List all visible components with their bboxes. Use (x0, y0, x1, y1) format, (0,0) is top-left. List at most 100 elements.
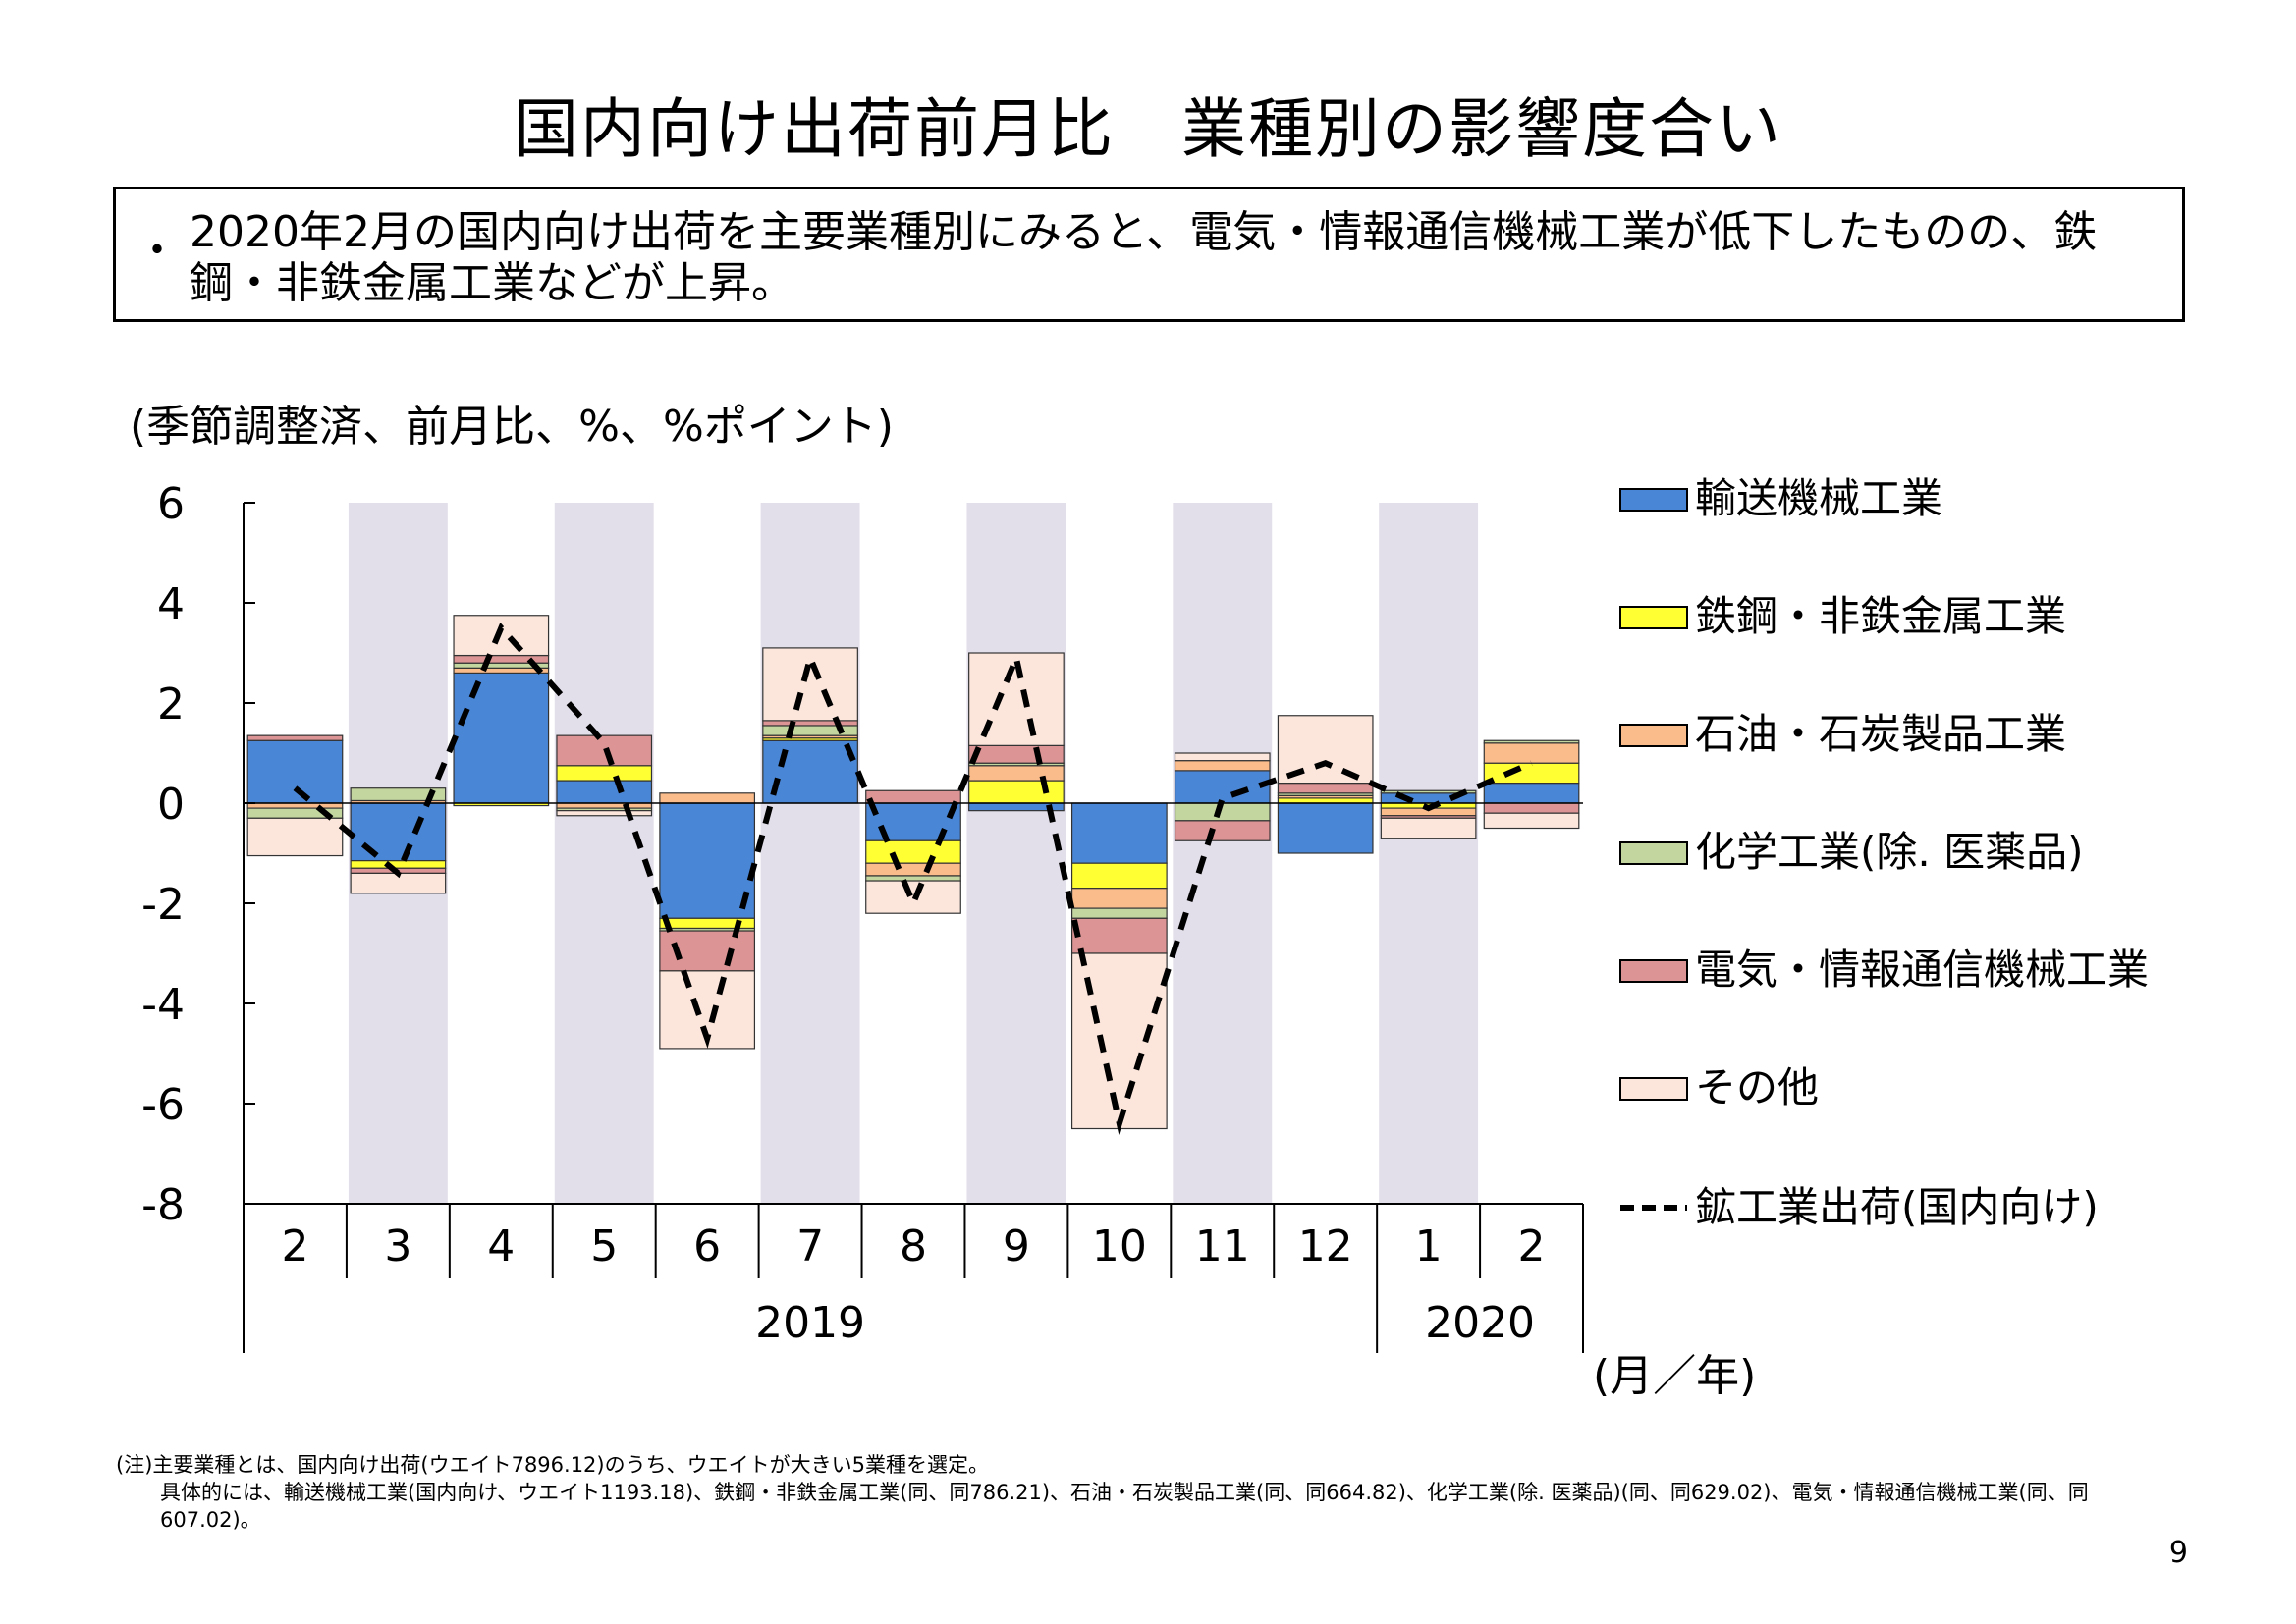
bar-segment-steel (1070, 862, 1168, 890)
legend-swatch-other (1619, 1077, 1688, 1101)
bar-segment-chemical (350, 787, 447, 802)
shade-column (966, 503, 1066, 1204)
bar-segment-other (1483, 812, 1580, 830)
x-tick-label: 6 (693, 1221, 721, 1272)
page-number: 9 (2168, 1536, 2188, 1570)
bar-segment-other (453, 615, 550, 657)
shade-column (1379, 503, 1479, 1204)
bar-segment-petroleum (968, 765, 1065, 782)
y-tick-label: -2 (141, 880, 185, 930)
bar-segment-petroleum (659, 792, 756, 804)
x-tick-label: 3 (384, 1221, 411, 1272)
bar-segment-transport (453, 672, 550, 804)
bar-segment-transport (865, 802, 961, 841)
bar-segment-other (246, 817, 344, 857)
x-tick-label: 2 (281, 1221, 308, 1272)
x-tick-label: 8 (900, 1221, 927, 1272)
bar-segment-transport (350, 802, 447, 862)
bar-segment-transport (246, 739, 344, 804)
bar-segment-steel (1483, 762, 1580, 785)
x-tick-label: 9 (1003, 1221, 1030, 1272)
y-tick-label: -4 (141, 980, 185, 1030)
bar-segment-transport (762, 739, 858, 804)
legend-label-electric: 電気・情報通信機械工業 (1695, 946, 2149, 994)
bar-segment-other (762, 647, 858, 722)
summary-box: ・ 2020年2月の国内向け出荷を主要業種別にみると、電気・情報通信機械工業が低… (113, 187, 2185, 322)
bar-segment-other (556, 810, 653, 817)
legend-label-other: その他 (1695, 1063, 1819, 1111)
shade-column (760, 503, 860, 1204)
bar-segment-petroleum (1483, 742, 1580, 764)
bar-segment-electric (1070, 917, 1168, 954)
bar-segment-chemical (1380, 789, 1477, 794)
page-title: 国内向け出荷前月比 業種別の影響度合い (514, 91, 1782, 167)
y-tick-label: -6 (141, 1080, 185, 1130)
bar-segment-chemical (1483, 739, 1580, 744)
line-series-shipments (293, 622, 1533, 1135)
bar-segment-transport (1070, 802, 1168, 864)
legend-swatch-petroleum (1619, 724, 1688, 747)
bar-segment-steel (556, 765, 653, 782)
x-tick-label: 2 (1518, 1221, 1546, 1272)
bar-segment-electric (865, 789, 961, 804)
x-tick-label: 11 (1195, 1221, 1250, 1272)
shade-column (554, 503, 654, 1204)
bar-segment-petroleum (865, 862, 961, 877)
bar-segment-electric (1174, 820, 1271, 841)
bar-segment-steel (968, 780, 1065, 804)
unit-note: (季節調整済、前月比、%、%ポイント) (130, 402, 894, 452)
legend-label-transport: 輸送機械工業 (1695, 474, 1942, 522)
x-tick-label: 5 (590, 1221, 618, 1272)
bar-segment-petroleum (246, 802, 344, 809)
x-tick-label: 7 (796, 1221, 824, 1272)
legend-label-petroleum: 石油・石炭製品工業 (1695, 710, 2066, 758)
bar-segment-electric (1277, 782, 1374, 794)
y-tick-label: -8 (141, 1180, 185, 1230)
bar-segment-steel (1277, 797, 1374, 804)
x-tick-label: 4 (487, 1221, 515, 1272)
year-label: 2020 (1425, 1298, 1535, 1348)
footnote: (注)主要業種とは、国内向け出荷(ウエイト7896.12)のうち、ウエイトが大き… (116, 1451, 2188, 1534)
bar-segment-other (1174, 752, 1271, 762)
bar-segment-chemical (1070, 907, 1168, 919)
x-tick-label: 10 (1092, 1221, 1147, 1272)
summary-bullet: ・ (136, 226, 179, 276)
bar-segment-petroleum (1174, 760, 1271, 772)
legend-swatch-electric (1619, 959, 1688, 983)
bar-segment-other (865, 880, 961, 914)
summary-text: 2020年2月の国内向け出荷を主要業種別にみると、電気・情報通信機械工業が低下し… (190, 207, 2098, 308)
bar-segment-electric (1483, 802, 1580, 814)
y-tick-label: 2 (157, 679, 185, 730)
legend-swatch-steel (1619, 606, 1688, 629)
bar-segment-other (1380, 817, 1477, 839)
legend-label-line: 鉱工業出荷(国内向け) (1695, 1183, 2099, 1231)
year-label: 2019 (755, 1298, 865, 1348)
bar-segment-electric (762, 720, 858, 727)
bar-segment-electric (246, 734, 344, 741)
bar-segment-steel (350, 860, 447, 869)
bar-segment-petroleum (556, 802, 653, 809)
bar-segment-chemical (865, 875, 961, 882)
shade-column (1173, 503, 1273, 1204)
legend-swatch-transport (1619, 488, 1688, 512)
x-tick-label: 12 (1298, 1221, 1353, 1272)
x-tick-label: 1 (1415, 1221, 1443, 1272)
y-tick-label: 6 (157, 479, 185, 529)
footnote-line-2: 具体的には、輸送機械工業(国内向け、ウエイト1193.18)、鉄鋼・非鉄金属工業… (160, 1481, 2089, 1532)
x-axis-unit: (月／年) (1593, 1351, 1756, 1401)
bar-segment-transport (659, 802, 756, 919)
legend-label-chemical: 化学工業(除. 医薬品) (1695, 828, 2083, 876)
bar-segment-transport (1174, 770, 1271, 804)
bar-segment-electric (968, 744, 1065, 764)
y-tick-label: 4 (157, 579, 185, 629)
bar-segment-steel (865, 839, 961, 864)
bar-segment-transport (556, 780, 653, 804)
legend-swatch-chemical (1619, 841, 1688, 865)
y-tick-label: 0 (157, 780, 185, 830)
bar-segment-transport (1277, 802, 1374, 854)
footnote-line-1: (注)主要業種とは、国内向け出荷(ウエイト7896.12)のうち、ウエイトが大き… (116, 1453, 989, 1477)
legend-label-steel: 鉄鋼・非鉄金属工業 (1695, 592, 2066, 640)
bar-segment-petroleum (1070, 888, 1168, 909)
bar-segment-transport (1483, 782, 1580, 804)
